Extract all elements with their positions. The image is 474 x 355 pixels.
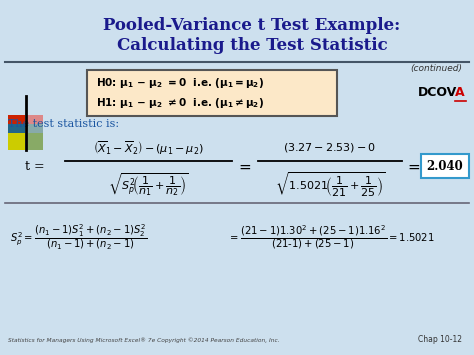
Bar — [26, 133, 43, 150]
Text: Statistics for Managers Using Microsoft Excel® 7e Copyright ©2014 Pearson Educat: Statistics for Managers Using Microsoft … — [8, 337, 280, 343]
Bar — [26, 115, 43, 132]
Text: $\sqrt{S_p^2\!\left(\dfrac{1}{n_1}+\dfrac{1}{n_2}\right)}$: $\sqrt{S_p^2\!\left(\dfrac{1}{n_1}+\dfra… — [108, 171, 189, 199]
Text: $\left(\overline{X}_1 - \overline{X}_2\right) - \left(\mu_1 - \mu_2\right)$: $\left(\overline{X}_1 - \overline{X}_2\r… — [92, 140, 203, 157]
Bar — [8, 124, 25, 141]
FancyBboxPatch shape — [87, 70, 337, 116]
Text: The test statistic is:: The test statistic is: — [8, 119, 119, 129]
Text: Calculating the Test Statistic: Calculating the Test Statistic — [117, 37, 387, 54]
Text: Chap 10-12: Chap 10-12 — [418, 335, 462, 344]
Text: =: = — [238, 159, 251, 175]
Text: $(3.27 - 2.53) - 0$: $(3.27 - 2.53) - 0$ — [283, 142, 377, 154]
Text: 2.040: 2.040 — [427, 159, 464, 173]
Text: $\sqrt{1.5021\!\left(\dfrac{1}{21}+\dfrac{1}{25}\right)}$: $\sqrt{1.5021\!\left(\dfrac{1}{21}+\dfra… — [274, 171, 385, 200]
Text: Pooled-Variance t Test Example:: Pooled-Variance t Test Example: — [103, 16, 401, 33]
Text: H0: $\mathbf{\mu_1}$ $\mathbf{-}$ $\mathbf{\mu_2}$ $\mathbf{= 0}$  i.e. ($\mathb: H0: $\mathbf{\mu_1}$ $\mathbf{-}$ $\math… — [96, 76, 264, 90]
Text: $S_p^2 = \dfrac{(n_1-1)S_1^2+(n_2-1)S_2^2}{(n_1-1)+(n_2-1)}$: $S_p^2 = \dfrac{(n_1-1)S_1^2+(n_2-1)S_2^… — [10, 222, 147, 252]
Bar — [8, 115, 25, 132]
Text: A: A — [455, 87, 465, 99]
Text: =: = — [408, 159, 420, 175]
Text: H1: $\mathbf{\mu_1}$ $\mathbf{-}$ $\mathbf{\mu_2}$ $\mathbf{\neq 0}$  i.e. ($\ma: H1: $\mathbf{\mu_1}$ $\mathbf{-}$ $\math… — [96, 96, 264, 110]
Text: t =: t = — [25, 160, 45, 174]
Bar — [8, 133, 25, 150]
Text: (continued): (continued) — [410, 65, 462, 73]
Text: $= \dfrac{(21-1)1.30^2+(25-1)1.16^2}{(21\text{-}1)+(25-1)} = 1.5021$: $= \dfrac{(21-1)1.30^2+(25-1)1.16^2}{(21… — [228, 223, 435, 251]
FancyBboxPatch shape — [421, 154, 469, 178]
Text: DCOV: DCOV — [418, 87, 457, 99]
Bar — [26, 124, 43, 141]
